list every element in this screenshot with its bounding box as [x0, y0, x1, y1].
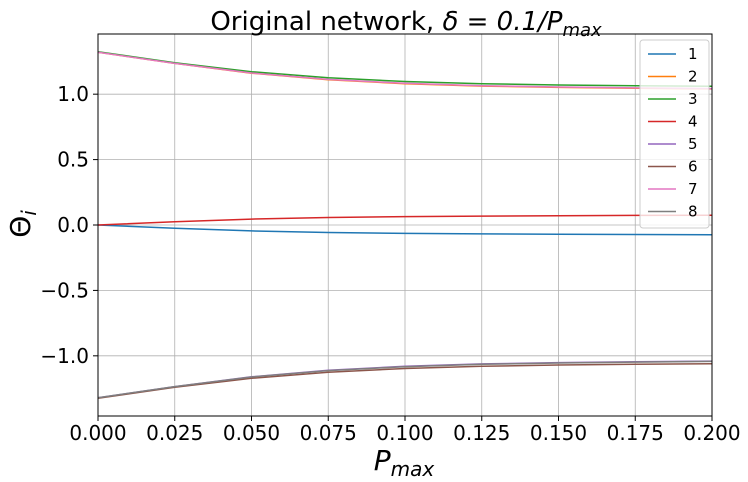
x-tick-label: 0.175 [607, 421, 664, 445]
x-tick-label: 0.000 [69, 421, 126, 445]
legend-label-1: 1 [688, 45, 698, 63]
x-tick-label: 0.025 [146, 421, 203, 445]
legend-label-2: 2 [688, 68, 698, 86]
series-line-6 [97, 362, 713, 400]
y-tick-label: 1.0 [57, 82, 89, 106]
legend-box [639, 39, 710, 229]
legend: 1 2 3 4 5 6 7 8 [639, 39, 710, 229]
x-tick-label: 0.075 [300, 421, 357, 445]
legend-label-4: 4 [688, 113, 698, 131]
y-tick-label: 0.0 [57, 213, 89, 237]
legend-label-6: 6 [688, 158, 698, 176]
x-axis-label: Pmax [374, 444, 435, 481]
x-tick-label: 0.150 [530, 421, 587, 445]
x-tick-label: 0.125 [453, 421, 510, 445]
series-line-8 [97, 360, 713, 399]
axis-ticks: 0.000 0.025 0.050 0.075 0.100 0.125 0.150 0.175… [40, 82, 740, 445]
legend-label-7: 7 [688, 180, 698, 198]
x-tick-label: 0.100 [376, 421, 433, 445]
series-line-3 [97, 50, 713, 88]
legend-label-3: 3 [688, 90, 698, 108]
legend-label-8: 8 [688, 203, 698, 221]
y-tick-label: −1.0 [40, 344, 89, 368]
y-tick-label: −0.5 [40, 278, 89, 302]
series-line-1 [97, 224, 713, 236]
series-line-7 [97, 51, 713, 90]
y-tick-label: 0.5 [57, 148, 89, 172]
grid-lines [97, 34, 713, 416]
y-axis-label: Θi [4, 210, 41, 238]
chart-title: Original network, δ = 0.1/Pmax [210, 7, 602, 41]
series-lines [97, 50, 713, 400]
series-line-4 [97, 214, 713, 226]
x-tick-label: 0.050 [223, 421, 280, 445]
legend-label-5: 5 [688, 135, 698, 153]
x-tick-label: 0.200 [683, 421, 740, 445]
